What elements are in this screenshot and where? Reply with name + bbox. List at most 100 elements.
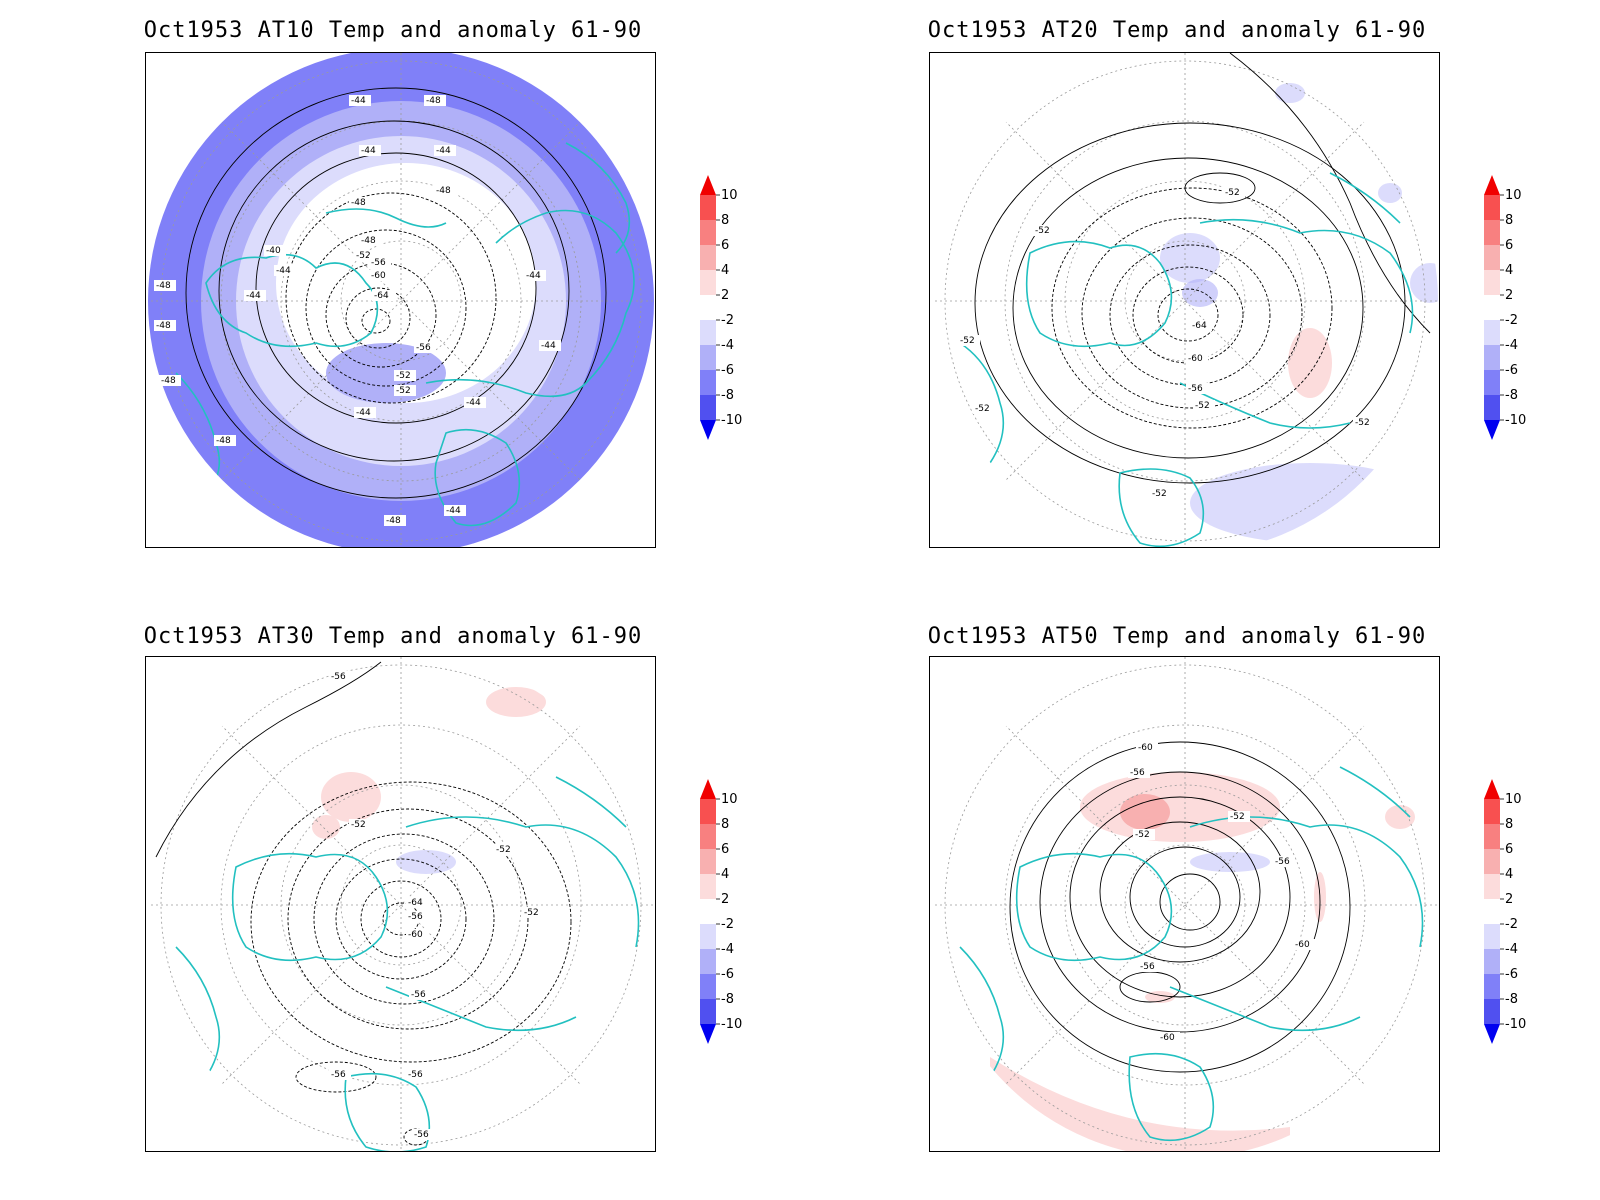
contour-label-bg bbox=[1150, 488, 1172, 499]
contour-label: -44 bbox=[541, 341, 556, 351]
contour-label-bg bbox=[349, 197, 371, 208]
contour-label: -52 bbox=[524, 908, 539, 918]
contour-label: -48 bbox=[386, 516, 401, 526]
polar-map-at20: -52 -52 -52 -52 -52 -52 -52 -56 -60 -64 bbox=[932, 53, 1438, 547]
colorbar-tick-label: -8 bbox=[1505, 992, 1518, 1007]
contour-label-bg bbox=[329, 671, 351, 682]
colorbar-bin bbox=[1484, 874, 1500, 899]
colorbar-bin bbox=[1484, 949, 1500, 974]
colorbar-tick-label: -2 bbox=[1505, 917, 1518, 932]
contour-label-bg bbox=[409, 989, 431, 1000]
colorbar-tick-label: 8 bbox=[1505, 213, 1513, 228]
contour-label-bg bbox=[1186, 353, 1208, 364]
contour-label-bg bbox=[369, 270, 391, 281]
colorbar-bin bbox=[700, 874, 716, 899]
contour-label-bg bbox=[539, 340, 561, 351]
colorbar-bin bbox=[700, 924, 716, 949]
contour-label: -48 bbox=[426, 96, 441, 106]
colorbar-tick-label: -2 bbox=[721, 313, 734, 328]
colorbar-tick-label: -4 bbox=[721, 338, 734, 353]
contour-label: -60 bbox=[371, 271, 386, 281]
colorbar-tick-label: -6 bbox=[1505, 363, 1518, 378]
colorbar-tick-label: 10 bbox=[1505, 188, 1522, 203]
colorbar-tick-label: -10 bbox=[721, 413, 742, 428]
contour-label-bg bbox=[406, 1069, 428, 1080]
colorbar-tick-label: -4 bbox=[1505, 942, 1518, 957]
contour-label-bg bbox=[359, 145, 381, 156]
contour-label: -44 bbox=[361, 146, 376, 156]
colorbar-arrow-bottom bbox=[700, 420, 716, 440]
anomaly-shading bbox=[1160, 83, 1438, 543]
colorbar-bin bbox=[700, 295, 716, 320]
colorbar-at30: 10 8 6 4 2 -2 -4 -6 -8 -10 bbox=[700, 779, 742, 1044]
contour-label: -56 bbox=[371, 258, 386, 268]
colorbar-bin bbox=[700, 345, 716, 370]
contour-label: -60 bbox=[1295, 940, 1310, 950]
contour-label: -52 bbox=[396, 371, 411, 381]
colorbar-tick-label: 6 bbox=[1505, 238, 1513, 253]
map-panel-at20: -52 -52 -52 -52 -52 -52 -52 -56 -60 -64 bbox=[929, 52, 1440, 548]
contour-label-bg bbox=[1128, 767, 1150, 778]
colorbar-arrow-bottom bbox=[700, 1024, 716, 1044]
contour-label: -56 bbox=[408, 1070, 423, 1080]
polar-map-at10: -40 -44 -44 -44 -44 -44 -44 -44 -44 -44 -44 -48 -48 -… bbox=[148, 53, 654, 547]
colorbar-bin bbox=[1484, 999, 1500, 1024]
colorbar-tick-label: 4 bbox=[721, 867, 729, 882]
contour-label: -48 bbox=[216, 436, 231, 446]
colorbar-tick-label: 8 bbox=[721, 817, 729, 832]
contour-label: -56 bbox=[1130, 768, 1145, 778]
colorbar-bin bbox=[1484, 295, 1500, 320]
contour-label: -56 bbox=[331, 672, 346, 682]
grid-lines bbox=[148, 53, 654, 547]
colorbar-tick-label: 6 bbox=[721, 842, 729, 857]
contour-label-bg bbox=[1190, 320, 1212, 331]
contour-label-bg bbox=[1136, 742, 1158, 753]
contour-label-bg bbox=[349, 819, 371, 830]
contour-label-bg bbox=[424, 95, 446, 106]
contour-label-bg bbox=[406, 929, 428, 940]
colorbar-at20: 10 8 6 4 2 -2 -4 -6 -8 -10 bbox=[1484, 175, 1526, 440]
colorbar-arrow-bottom bbox=[1484, 420, 1500, 440]
coastlines bbox=[175, 776, 640, 1151]
contour-label: -64 bbox=[408, 898, 423, 908]
colorbar-bin bbox=[1484, 395, 1500, 420]
contour-label-bg bbox=[372, 290, 394, 301]
contour-label: -52 bbox=[1230, 812, 1245, 822]
map-panel-at10: -40 -44 -44 -44 -44 -44 -44 -44 -44 -44 -44 -48 -48 -… bbox=[145, 52, 656, 548]
contour-label: -44 bbox=[526, 271, 541, 281]
colorbar-bin bbox=[1484, 849, 1500, 874]
contour-label: -56 bbox=[1188, 384, 1203, 394]
temperature-contours bbox=[974, 53, 1431, 484]
temperature-contours bbox=[155, 661, 572, 1146]
contour-label: -48 bbox=[156, 321, 171, 331]
map-panel-at50: -60 -56 -52 -52 -56 -60 -56 -60 bbox=[929, 656, 1440, 1152]
colorbar-bin bbox=[1484, 824, 1500, 849]
colorbar-tick-label: -6 bbox=[721, 967, 734, 982]
colorbar-arrow-top bbox=[700, 779, 716, 799]
contour-labels: -56 -52 -52 -52 -56 -56 -56 -56 -60 -64 -56 bbox=[329, 671, 544, 1140]
contour-label: -56 bbox=[408, 912, 423, 922]
contour-label: -48 bbox=[161, 376, 176, 386]
contour-label-bg bbox=[214, 435, 236, 446]
colorbar-bin bbox=[700, 270, 716, 295]
contour-label: -64 bbox=[1192, 321, 1207, 331]
polar-map-at50: -60 -56 -52 -52 -56 -60 -56 -60 bbox=[932, 657, 1438, 1151]
contour-label-bg bbox=[349, 95, 371, 106]
contour-label: -52 bbox=[1195, 401, 1210, 411]
contour-label: -48 bbox=[351, 198, 366, 208]
contour-label: -52 bbox=[975, 404, 990, 414]
colorbar-bin bbox=[1484, 270, 1500, 295]
contour-label-bg bbox=[434, 145, 456, 156]
colorbar-tick-label: 4 bbox=[721, 263, 729, 278]
colorbar-tick-label: 2 bbox=[1505, 288, 1513, 303]
colorbar-bin bbox=[700, 974, 716, 999]
colorbar-tick-label: -10 bbox=[721, 1017, 742, 1032]
colorbar-bin bbox=[1484, 799, 1500, 824]
contour-label-bg bbox=[406, 897, 428, 908]
colorbar-tick-label: 6 bbox=[1505, 842, 1513, 857]
colorbar-bin bbox=[700, 395, 716, 420]
map-panel-at30: -56 -52 -52 -52 -56 -56 -56 -56 -60 -64 -56 bbox=[145, 656, 656, 1152]
contour-label-bg bbox=[434, 185, 456, 196]
colorbar-bin bbox=[700, 195, 716, 220]
contour-labels: -60 -56 -52 -52 -56 -60 -56 -60 bbox=[1128, 742, 1315, 1043]
